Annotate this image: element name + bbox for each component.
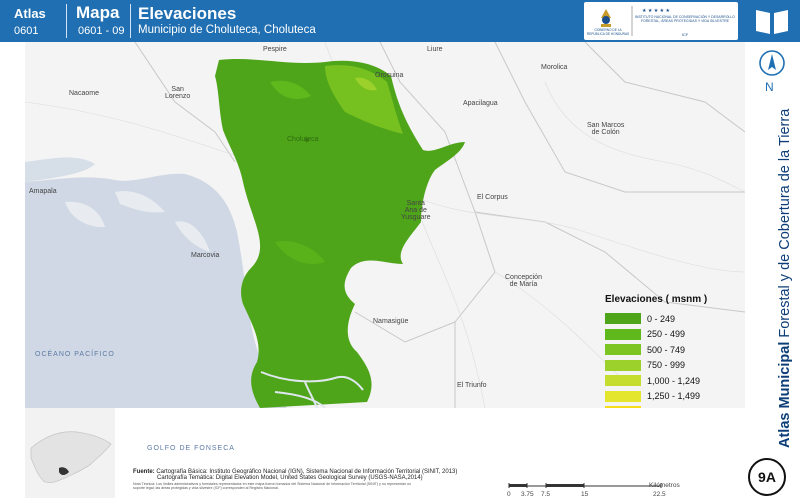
- header-divider: [130, 4, 131, 38]
- legend-swatch: [605, 328, 641, 340]
- legend-item: 1,000 - 1,249: [605, 373, 745, 389]
- icf-logo-text: INSTITUTO NACIONAL DE CONSERVACIÓN Y DES…: [634, 15, 736, 23]
- elevation-legend: Elevaciones ( msnm ) 0 - 249 250 - 499 500…: [605, 294, 745, 408]
- mapa-label: Mapa: [76, 3, 120, 22]
- technical-note: Nota Técnica: Los límites administrativo…: [133, 482, 412, 491]
- legend-label: 1,250 - 1,499: [647, 391, 701, 402]
- title-block: Elevaciones Municipio de Choluteca, Chol…: [138, 0, 558, 42]
- place-label: Amapala: [29, 188, 57, 195]
- place-label: Apacilagua: [463, 100, 498, 107]
- map-footer: GOLFO DE FONSECA Fuente: Cartografía Bás…: [25, 408, 745, 500]
- map-canvas: [25, 42, 745, 408]
- north-arrow-icon: [759, 50, 785, 76]
- map-badge: 9A: [748, 458, 786, 496]
- legend-title: Elevaciones ( msnm ): [605, 294, 708, 305]
- atlas-code: 0601: [14, 25, 39, 37]
- legend-label: 0 - 249: [647, 313, 676, 324]
- header-bar: Atlas 0601 Mapa 0601 - 09 Elevaciones Mu…: [0, 0, 800, 42]
- place-label: El Triunfo: [457, 382, 487, 389]
- institution-logos: ★ ★ ★ ★ ★ GOBIERNO DE LA REPÚBLICA DE HO…: [584, 2, 738, 40]
- honduras-seal-icon: ★ ★ ★ ★ ★: [601, 6, 670, 36]
- mapa-block: Mapa 0601 - 09: [70, 0, 130, 42]
- atlas-label: Atlas: [14, 6, 46, 21]
- scale-bar: 0 3.75 7.5 15 22.5 Kilómetros: [505, 482, 680, 502]
- scale-unit: Kilómetros: [649, 482, 680, 489]
- place-label: Marcovia: [191, 252, 220, 259]
- fuente-line-1: Cartografía Básica: Instituto Geográfico…: [156, 469, 458, 475]
- place-label: Concepción de María: [505, 274, 542, 288]
- legend-label: 1,500 - 1,749: [647, 407, 700, 408]
- place-label: Namasigüe: [373, 318, 409, 325]
- place-label: Pespire: [263, 46, 287, 53]
- icf-acronym: ICF: [681, 32, 689, 37]
- place-label: Orocuina: [375, 72, 404, 79]
- place-label: San Marcos de Colón: [587, 122, 625, 136]
- scale-tick: 22.5: [653, 491, 666, 498]
- page-title: Elevaciones: [138, 4, 237, 23]
- mapa-code: 0601 - 09: [78, 25, 125, 37]
- vertical-title-bold: Atlas Municipal: [777, 341, 793, 448]
- gulf-label: GOLFO DE FONSECA: [147, 445, 235, 452]
- north-label: N: [765, 80, 774, 94]
- place-label: San Lorenzo: [165, 86, 191, 100]
- legend-label: 750 - 999: [647, 360, 686, 371]
- fuente-label: Fuente:: [133, 469, 155, 475]
- legend-rows: 0 - 249 250 - 499 500 - 749 750 - 999 1,000 …: [605, 311, 745, 408]
- fuente-line-2: Cartografía Temática: Digital Elevation …: [157, 475, 423, 481]
- ocean-label: OCÉANO PACÍFICO: [35, 351, 115, 358]
- scale-tick: 3.75: [521, 491, 534, 498]
- legend-swatch: [605, 359, 641, 371]
- vertical-title-rest: Forestal y de Cobertura de la Tierra: [777, 108, 793, 342]
- scale-tick: 7.5: [541, 491, 551, 498]
- place-label: Morolica: [541, 64, 568, 71]
- municipality-elevation-area: [215, 59, 465, 408]
- place-label: Nacaome: [69, 90, 99, 97]
- right-sidebar: N: [745, 42, 800, 500]
- vertical-atlas-title: Atlas Municipal Forestal y de Cobertura …: [777, 109, 793, 448]
- gov-logo-text: GOBIERNO DE LA REPÚBLICA DE HONDURAS: [586, 28, 630, 36]
- legend-swatch: [605, 375, 641, 387]
- legend-swatch: [605, 390, 641, 402]
- legend-label: 250 - 499: [647, 329, 686, 340]
- legend-item: 1,500 - 1,749: [605, 404, 745, 408]
- atlas-block: Atlas 0601: [8, 0, 64, 42]
- legend-swatch: [605, 406, 641, 408]
- legend-label: 1,000 - 1,249: [647, 375, 701, 386]
- legend-item: 0 - 249: [605, 311, 745, 327]
- svg-text:★ ★ ★ ★ ★: ★ ★ ★ ★ ★: [642, 8, 670, 14]
- map-area[interactable]: Pespire Liure Morolica Nacaome San Loren…: [25, 42, 745, 408]
- source-notes: Fuente: Cartografía Básica: Instituto Ge…: [133, 469, 457, 490]
- locator-map-icon: [25, 408, 115, 498]
- scale-bar-graphic: [508, 483, 662, 488]
- legend-item: 750 - 999: [605, 358, 745, 374]
- place-label: Choluteca: [287, 136, 319, 143]
- legend-swatch: [605, 313, 641, 325]
- legend-label: 500 - 749: [647, 344, 686, 355]
- header-divider: [66, 4, 67, 38]
- page-subtitle: Municipio de Choluteca, Choluteca: [138, 24, 316, 36]
- legend-item: 250 - 499: [605, 327, 745, 343]
- place-label: Santa Ana de Yusguare: [401, 200, 431, 221]
- book-icon[interactable]: [752, 4, 792, 38]
- place-label: Liure: [427, 46, 443, 53]
- legend-item: 1,250 - 1,499: [605, 389, 745, 405]
- place-label: El Corpus: [477, 194, 508, 201]
- legend-swatch: [605, 344, 641, 356]
- scale-tick: 15: [581, 491, 589, 498]
- legend-item: 500 - 749: [605, 342, 745, 358]
- scale-tick: 0: [507, 491, 511, 498]
